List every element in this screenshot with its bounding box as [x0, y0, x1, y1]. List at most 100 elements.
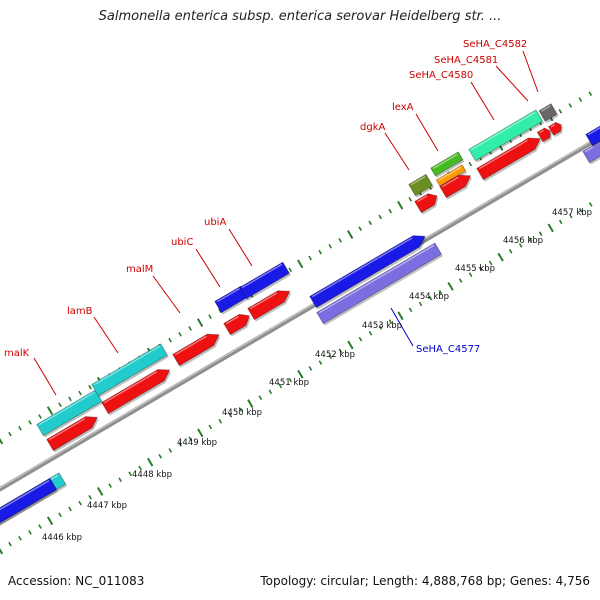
tick-mark [408, 197, 413, 202]
tick-mark [447, 282, 454, 291]
tick-mark [18, 535, 22, 541]
genome-backbone [0, 135, 600, 492]
tick-mark [68, 506, 72, 512]
scale-label: 4446 kbp [42, 533, 82, 543]
tick-mark [278, 383, 283, 389]
gene-label: ubiC [171, 237, 193, 248]
gene-label: dgkA [360, 122, 385, 133]
feature-green [430, 151, 464, 177]
tick-mark [328, 243, 332, 249]
scale-label: 4450 kbp [222, 408, 262, 418]
tick-mark [128, 471, 132, 477]
tick-mark [428, 295, 433, 301]
tick-mark [388, 319, 393, 324]
feature-red [223, 313, 250, 336]
tick-mark [88, 384, 92, 390]
tick-mark [0, 438, 4, 445]
tick-mark [268, 389, 273, 395]
feature-purple [316, 242, 442, 325]
tick-mark [308, 255, 312, 261]
callout-line [470, 81, 495, 121]
tick-mark [0, 548, 4, 555]
tick-mark [88, 494, 92, 500]
tick-mark [168, 448, 173, 453]
feature-red [476, 137, 541, 181]
callout-line [228, 228, 253, 267]
tick-mark [297, 259, 304, 269]
scale-label: 4456 kbp [503, 236, 543, 246]
gene-label: lamB [67, 306, 93, 317]
scale-label: 4452 kbp [315, 350, 355, 360]
tick-mark [258, 395, 263, 401]
tick-mark [378, 214, 383, 220]
tick-mark [528, 237, 533, 242]
tick-mark [547, 223, 554, 233]
tick-mark [96, 487, 104, 496]
tick-mark [178, 332, 182, 337]
scale-label: 4451 kbp [269, 378, 309, 388]
feature-blue [585, 125, 600, 147]
tick-mark [358, 336, 363, 342]
feature-red [536, 127, 551, 143]
tick-mark [318, 249, 322, 255]
feature-cyan [91, 343, 168, 397]
scale-label: 4453 kbp [362, 321, 402, 331]
scale-labels: 4446 kbp 4447 kbp 4448 kbp 4449 kbp 4450 kbp… [42, 208, 592, 543]
feature-red [46, 416, 98, 452]
tick-mark [458, 278, 463, 283]
tick-mark [497, 252, 504, 262]
tick-mark [588, 202, 593, 207]
map-title: Salmonella enterica subsp. enterica sero… [98, 9, 502, 24]
tick-mark [347, 340, 354, 350]
tick-mark [68, 396, 72, 402]
tick-mark [338, 238, 342, 243]
feature-blue [239, 261, 290, 300]
gene-label: ubiA [204, 217, 226, 228]
tick-mark [208, 424, 213, 430]
tick-mark [328, 354, 333, 360]
tick-mark [288, 267, 292, 273]
tick-mark [38, 524, 42, 529]
gene-label: lexA [392, 102, 414, 113]
feature-red [247, 290, 291, 321]
gene-label: SeHA_C4581 [434, 55, 498, 66]
tick-mark [397, 311, 404, 321]
tick-mark [178, 442, 183, 447]
tick-mark [568, 103, 573, 108]
feature-gray [538, 103, 558, 122]
tick-mark [138, 465, 142, 471]
tick-mark [38, 414, 42, 419]
tick-mark [228, 412, 233, 418]
tick-mark [588, 91, 593, 96]
tick-mark [197, 428, 204, 438]
tick-mark [118, 477, 122, 483]
tick-mark [218, 418, 223, 424]
tick-mark [368, 330, 373, 336]
tick-mark [147, 457, 154, 467]
callout-line [195, 248, 221, 288]
tick-mark [297, 369, 304, 379]
tick-mark [8, 541, 12, 547]
tick-mark [46, 406, 54, 416]
tick-mark [538, 231, 543, 237]
tick-mark [338, 348, 343, 354]
tick-mark [418, 301, 423, 307]
tick-mark [558, 219, 563, 225]
tick-mark [508, 248, 513, 254]
callout-line [415, 113, 439, 152]
tick-mark [468, 161, 473, 167]
gene-callouts: malK lamB malM ubiC ubiA dgkA lexA SeHA_C4580 Se… [4, 39, 539, 396]
callout-line [93, 316, 119, 354]
tick-mark [558, 108, 563, 114]
tick-mark [208, 314, 212, 320]
tick-mark [378, 325, 383, 330]
feature-tracks [0, 103, 600, 526]
tick-mark [158, 453, 163, 459]
feature-cyan [36, 389, 103, 437]
tick-mark [468, 272, 473, 278]
tick-mark [196, 318, 204, 327]
tick-mark [518, 243, 523, 248]
gene-label: malM [126, 264, 153, 275]
tick-mark [318, 360, 323, 365]
tick-mark [238, 407, 243, 412]
